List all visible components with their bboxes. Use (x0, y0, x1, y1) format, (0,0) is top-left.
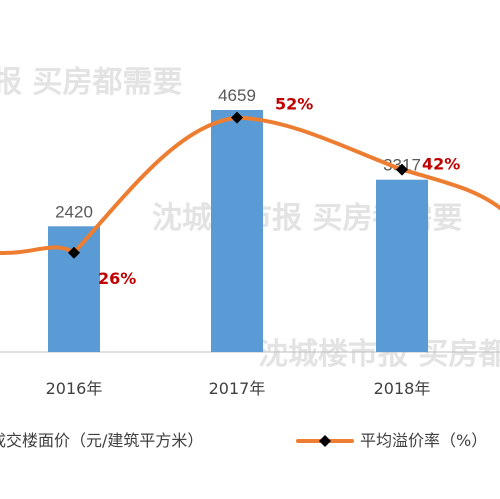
rate-marker (231, 111, 243, 124)
bar-value-label: 2420 (55, 202, 93, 221)
rate-value-label: 42% (422, 155, 460, 174)
bar-2016年 (48, 226, 100, 352)
legend-line-label: 平均溢价率（%） (360, 431, 487, 450)
watermark-text: 报 买房都需要 (0, 65, 182, 100)
legend-marker-swatch (319, 435, 331, 447)
legend-bar-label: 成交楼面价（元/建筑平方米） (0, 431, 203, 450)
bar-2017年 (211, 110, 263, 352)
x-tick-label: 2016年 (46, 379, 103, 398)
x-tick-label: 2018年 (374, 379, 431, 398)
rate-value-label: 26% (98, 269, 136, 288)
x-tick-label: 2017年 (209, 379, 266, 398)
bar-value-label: 4659 (218, 86, 256, 105)
rate-marker (68, 246, 80, 259)
rate-marker (396, 163, 408, 176)
rate-value-label: 52% (275, 95, 313, 114)
bar-2018年 (376, 179, 428, 352)
